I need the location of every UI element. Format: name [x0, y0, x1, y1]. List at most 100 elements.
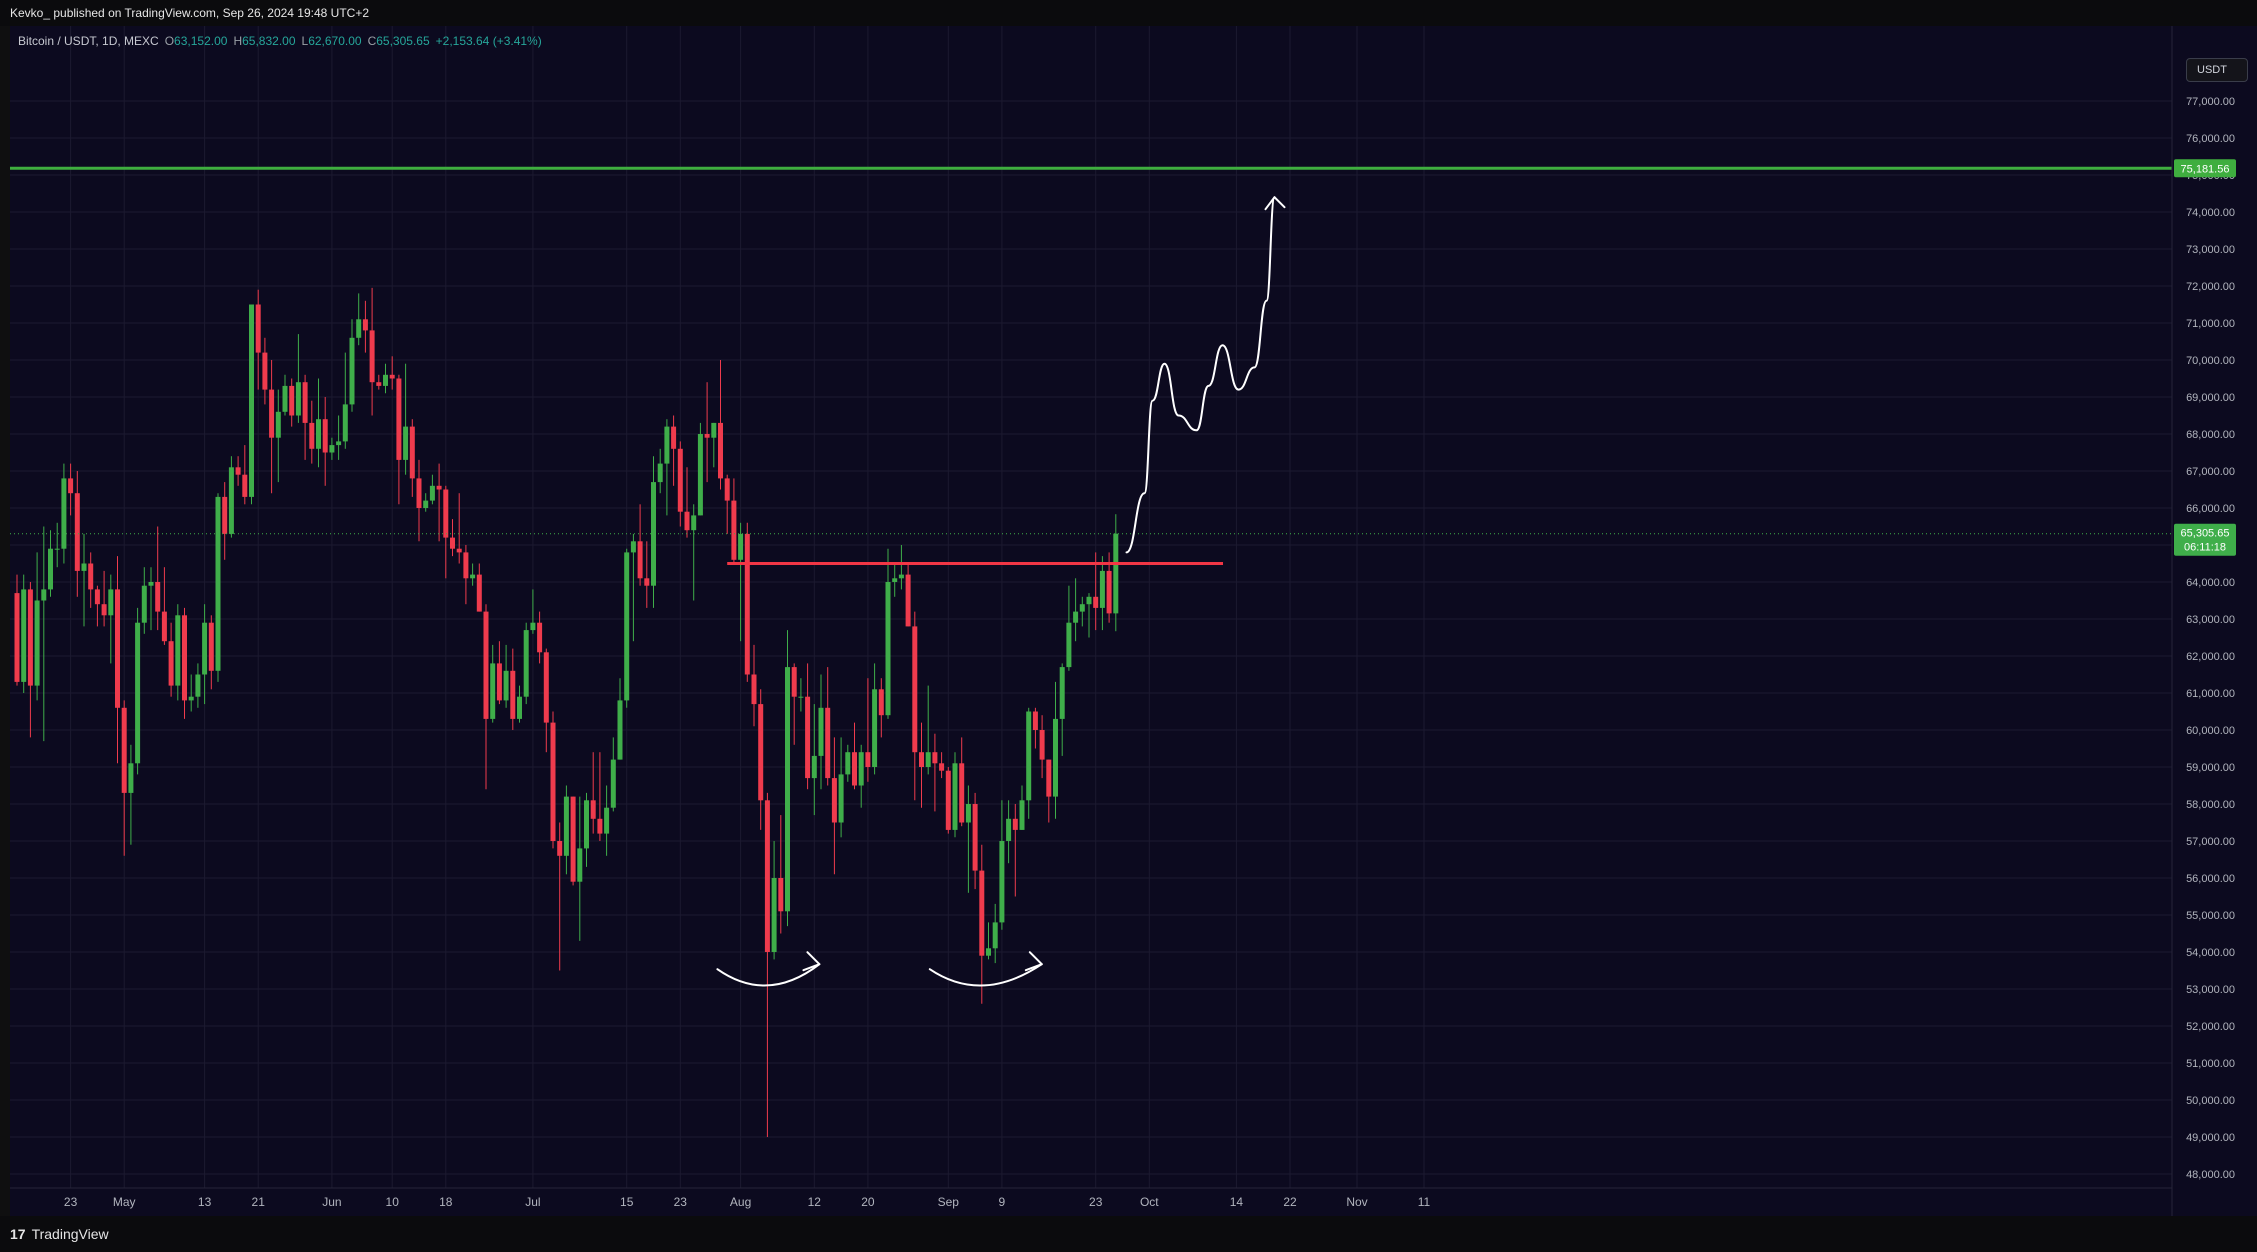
candle-body: [912, 626, 918, 753]
price-labels: 75,181.56 65,305.65 06:11:18: [2174, 159, 2236, 556]
candle-body: [409, 426, 415, 479]
price-tick-label: 58,000.00: [2186, 799, 2235, 811]
time-axis[interactable]: 23 May 13 21 Jun 10 18 Jul 15 23 Aug 12 20 Sep 9 23 Oct 1…: [64, 1195, 1431, 1209]
candle-body: [195, 674, 201, 697]
candle-body: [1019, 800, 1025, 830]
candle-body: [845, 752, 851, 775]
candle-body: [657, 463, 663, 483]
candle-body: [563, 796, 569, 856]
candle-body: [1053, 718, 1058, 797]
candle-body: [242, 474, 248, 497]
legend-low-value: 62,670.00: [308, 34, 362, 48]
candle-body: [316, 419, 321, 449]
brand-name[interactable]: TradingView: [31, 1226, 109, 1242]
candle-body: [584, 800, 589, 849]
candle-body: [1006, 818, 1012, 841]
candle-body: [952, 763, 958, 830]
candle-body: [403, 426, 409, 460]
candle-body: [128, 763, 134, 793]
candle-body: [1079, 604, 1085, 612]
candle-body: [503, 670, 509, 701]
candle-body: [624, 552, 630, 701]
candle-body: [919, 752, 924, 767]
price-tick-label: 61,000.00: [2186, 688, 2235, 700]
candle-body: [892, 578, 898, 582]
candle-body: [1046, 759, 1052, 797]
candle-body: [785, 667, 790, 912]
candle-body: [604, 807, 610, 834]
candle-body: [336, 441, 342, 446]
chart-frame[interactable]: 48,000.00 49,000.00 50,000.00 51,000.00 52,0…: [10, 26, 2257, 1216]
candle-body: [262, 352, 268, 390]
price-tick-label: 76,000.00: [2186, 133, 2235, 145]
candle-body: [450, 537, 455, 549]
price-tick-label: 64,000.00: [2186, 577, 2235, 589]
time-tick-label: 14: [1230, 1195, 1244, 1209]
current-price-tag: [2174, 523, 2236, 556]
candle-body: [74, 493, 80, 571]
candle-body: [651, 482, 656, 586]
candle-body: [771, 878, 777, 952]
candle-body: [1073, 611, 1079, 623]
candle-body: [202, 622, 208, 675]
candle-body: [476, 574, 482, 612]
candle-body: [483, 611, 489, 719]
price-tick-label: 63,000.00: [2186, 614, 2235, 626]
candle-body: [182, 615, 187, 701]
candle-body: [456, 548, 462, 553]
curved-arrow-2[interactable]: [928, 963, 1043, 987]
projection-arrow-head[interactable]: [1264, 196, 1286, 211]
candle-body: [1059, 667, 1065, 719]
projection-path[interactable]: [1125, 196, 1276, 554]
candle-body: [121, 707, 127, 793]
currency-button[interactable]: USDT: [2186, 58, 2248, 82]
curved-arrow-1[interactable]: [716, 963, 821, 987]
legend-change: +2,153.64 (+3.41%): [435, 34, 542, 48]
candle-body: [751, 674, 757, 705]
time-tick-label: 12: [808, 1195, 822, 1209]
candle-body: [999, 841, 1005, 923]
candle-body: [597, 818, 603, 834]
candle-body: [436, 485, 442, 490]
candle-body: [959, 763, 965, 823]
candle-body: [986, 948, 991, 956]
candle-body: [932, 752, 938, 764]
candle-body: [463, 552, 469, 579]
candle-body: [825, 707, 831, 779]
candle-body: [677, 448, 683, 512]
candle-body: [269, 389, 275, 438]
curved-arrow-2-head[interactable]: [1024, 951, 1043, 972]
drawings-layer: [716, 196, 1286, 987]
curved-arrow-1-head[interactable]: [802, 951, 821, 972]
footer-bar: 17 TradingView: [0, 1216, 2257, 1252]
candle-body: [530, 622, 536, 631]
candle-body: [14, 593, 20, 682]
candle-body: [81, 563, 87, 571]
price-chart[interactable]: 48,000.00 49,000.00 50,000.00 51,000.00 52,0…: [10, 26, 2257, 1216]
resistance-price-tag-text: 75,181.56: [2181, 163, 2230, 175]
legend-high: H65,832.00: [233, 34, 295, 48]
candle-body: [992, 922, 998, 949]
price-tick-label: 50,000.00: [2186, 1095, 2235, 1107]
price-tick-label: 72,000.00: [2186, 281, 2235, 293]
legend-low: L62,670.00: [302, 34, 362, 48]
candle-body: [389, 374, 395, 379]
time-tick-label: 15: [620, 1195, 634, 1209]
candle-body: [309, 422, 315, 449]
price-axis-background[interactable]: [2172, 26, 2257, 1216]
legend-high-label: H: [233, 34, 243, 48]
candle-body: [691, 515, 697, 531]
candle-body: [878, 689, 884, 716]
legend-close: C65,305.65: [368, 34, 430, 48]
time-tick-label: 23: [674, 1195, 688, 1209]
candle-body: [88, 563, 94, 590]
price-tick-label: 49,000.00: [2186, 1132, 2235, 1144]
candle-body: [858, 752, 864, 786]
candle-body: [423, 500, 429, 508]
candle-body: [175, 615, 181, 686]
price-tick-label: 54,000.00: [2186, 947, 2235, 959]
candle-body: [939, 763, 945, 771]
candle-body: [168, 641, 174, 686]
candle-body: [94, 589, 100, 605]
candle-body: [724, 478, 730, 501]
